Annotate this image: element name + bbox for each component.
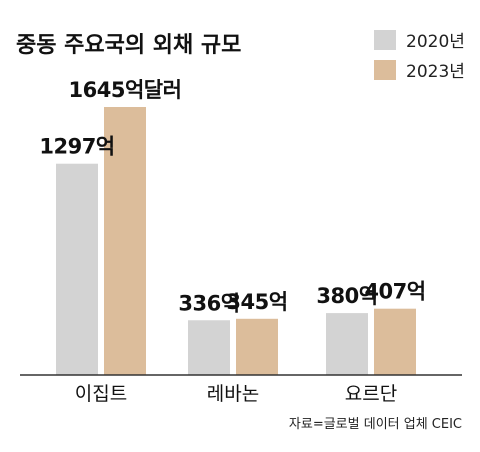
source-note: 자료=글로벌 데이터 업체 CEIC (289, 417, 462, 432)
legend-swatch-2020 (374, 30, 396, 50)
bars-group (56, 107, 416, 375)
category-labels-group: 이집트 레바논 요르단 (75, 383, 397, 405)
legend: 2020년 2023년 (374, 30, 465, 82)
category-label-1: 레바논 (207, 383, 259, 405)
value-label-0-1: 1645억달러 (69, 78, 182, 102)
value-label-1-0: 336억 (178, 291, 239, 315)
value-label-2-0: 380억 (316, 284, 377, 308)
bar-1-0 (188, 320, 230, 375)
category-label-2: 요르단 (345, 383, 397, 405)
bar-2-1 (374, 308, 416, 375)
bar-2-0 (326, 313, 368, 375)
value-label-1-1: 345억 (226, 290, 287, 314)
value-label-2-1: 407억 (364, 280, 425, 304)
category-label-0: 이집트 (75, 383, 127, 405)
bar-1-1 (236, 318, 278, 375)
legend-label-2020: 2020년 (406, 32, 465, 52)
bar-0-0 (56, 163, 98, 375)
value-label-0-0: 1297억 (39, 135, 114, 159)
legend-swatch-2023 (374, 60, 396, 80)
bar-0-1 (104, 107, 146, 375)
chart-title: 중동 주요국의 외채 규모 (16, 33, 241, 58)
legend-label-2023: 2023년 (406, 62, 465, 82)
